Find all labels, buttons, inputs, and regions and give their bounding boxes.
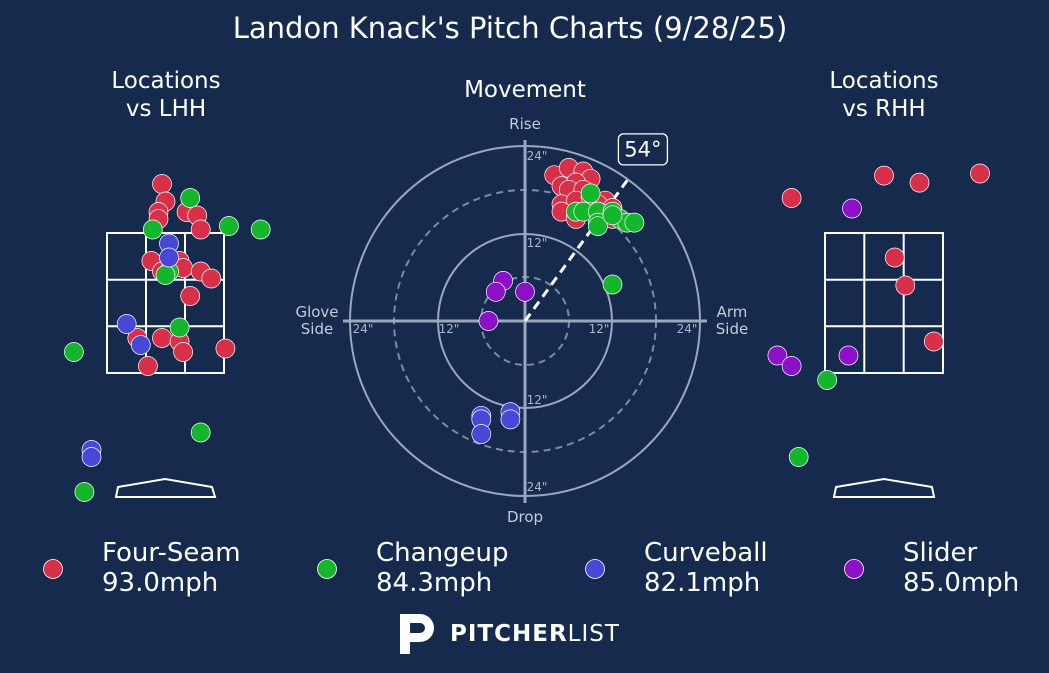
rhh-point-four-seam	[909, 172, 930, 193]
rhh-point-changeup	[788, 447, 809, 467]
legend-speed-changeup: 84.3mph	[376, 568, 492, 598]
lhh-point-changeup	[169, 317, 190, 338]
lhh-point-changeup	[180, 188, 201, 208]
movement-point-slider	[515, 281, 535, 302]
legend-label-curveball: Curveball	[644, 538, 768, 568]
legend-speed-curveball: 82.1mph	[644, 568, 760, 598]
movement-point-changeup	[588, 216, 608, 237]
movement-points	[471, 158, 645, 444]
movement-grid	[343, 140, 707, 503]
rhh-title-line2: vs RHH	[842, 96, 925, 122]
chart-title: Landon Knack's Pitch Charts (9/28/25)	[233, 11, 788, 45]
movement-panel: 24" 12" 12" 24" 12" 24" 24" 12" Rise Dro…	[295, 115, 748, 526]
lhh-point-four-seam	[215, 338, 236, 359]
pitcherlist-wordmark: PITCHERLIST	[450, 621, 620, 647]
lhh-point-four-seam	[173, 342, 193, 362]
lhh-title-line1: Locations	[111, 68, 220, 94]
rhh-title-line1: Locations	[829, 68, 938, 94]
movement-point-curveball	[500, 409, 521, 430]
axis-label-glove-1: Glove	[295, 303, 338, 321]
legend-label-changeup: Changeup	[376, 538, 509, 568]
legend-marker-curveball	[585, 559, 605, 579]
rhh-point-four-seam	[970, 163, 990, 184]
legend: Four-Seam 93.0mph Changeup 84.3mph Curve…	[43, 538, 1019, 598]
ring-label-bottom-12: 12"	[527, 393, 548, 407]
movement-point-changeup	[602, 205, 623, 226]
lhh-point-changeup	[219, 216, 239, 236]
rhh-point-four-seam	[895, 275, 916, 296]
rhh-point-slider	[842, 198, 862, 219]
lhh-point-curveball	[159, 247, 179, 268]
lhh-title-line2: vs LHH	[126, 96, 206, 122]
lhh-point-curveball	[81, 447, 102, 467]
axis-label-drop: Drop	[507, 508, 543, 526]
legend-speed-four-seam: 93.0mph	[102, 568, 218, 598]
rhh-location-panel	[767, 163, 990, 498]
ring-label-left-24: 24"	[353, 322, 374, 336]
rhh-point-four-seam	[781, 188, 802, 208]
arm-angle-label: 54°	[624, 137, 661, 161]
lhh-point-changeup	[155, 265, 176, 285]
movement-point-changeup	[602, 274, 623, 295]
legend-marker-slider	[844, 559, 864, 579]
ring-label-right-24: 24"	[677, 322, 698, 336]
lhh-home-plate	[114, 477, 217, 498]
lhh-point-four-seam	[152, 328, 172, 348]
ring-label-top-12: 12"	[527, 236, 548, 250]
lhh-point-changeup	[64, 342, 84, 362]
rhh-points	[767, 163, 990, 467]
lhh-point-four-seam	[180, 286, 201, 306]
lhh-point-changeup	[142, 219, 163, 240]
lhh-point-changeup	[190, 422, 211, 443]
movement-title: Movement	[464, 77, 586, 103]
lhh-point-four-seam	[138, 356, 158, 376]
lhh-point-four-seam	[152, 174, 172, 194]
rhh-point-four-seam	[923, 331, 944, 352]
pitcherlist-mark-icon	[400, 614, 434, 654]
lhh-points	[64, 174, 271, 502]
ring-label-right-12: 12"	[589, 322, 610, 336]
rhh-point-four-seam	[874, 165, 894, 186]
movement-point-slider	[478, 311, 499, 331]
arm-angle-box	[617, 133, 669, 166]
legend-label-four-seam: Four-Seam	[102, 538, 241, 568]
lhh-point-curveball	[116, 314, 137, 334]
rhh-point-changeup	[817, 370, 837, 390]
legend-label-slider: Slider	[903, 538, 977, 568]
movement-point-changeup	[580, 183, 601, 204]
movement-point-curveball	[471, 424, 492, 444]
ring-label-top-24: 24"	[527, 149, 548, 163]
brand-light: LIST	[567, 621, 620, 647]
rhh-strike-zone	[824, 232, 944, 374]
rhh-point-slider	[781, 356, 802, 376]
axis-label-arm-2: Side	[716, 320, 748, 338]
rhh-point-slider	[767, 345, 788, 366]
axis-label-rise: Rise	[509, 115, 541, 133]
rhh-point-four-seam	[884, 247, 905, 268]
movement-point-slider	[485, 281, 506, 302]
lhh-point-changeup	[250, 219, 271, 240]
legend-speed-slider: 85.0mph	[903, 568, 1019, 598]
movement-point-changeup	[624, 212, 645, 233]
rhh-home-plate	[832, 477, 936, 498]
lhh-point-changeup	[74, 482, 95, 502]
ring-label-bottom-24: 24"	[527, 480, 548, 494]
ring-label-left-12: 12"	[439, 322, 460, 336]
lhh-point-four-seam	[190, 219, 211, 240]
lhh-point-curveball	[130, 335, 151, 355]
lhh-location-panel	[64, 174, 271, 502]
rhh-point-slider	[838, 345, 859, 366]
lhh-point-four-seam	[201, 268, 222, 289]
legend-marker-changeup	[317, 559, 337, 579]
axis-label-arm-1: Arm	[717, 303, 748, 321]
axis-label-glove-2: Side	[301, 320, 333, 338]
pitcherlist-logo: PITCHERLIST	[398, 612, 620, 656]
brand-bold: PITCHER	[450, 621, 568, 647]
legend-marker-four-seam	[43, 559, 63, 579]
